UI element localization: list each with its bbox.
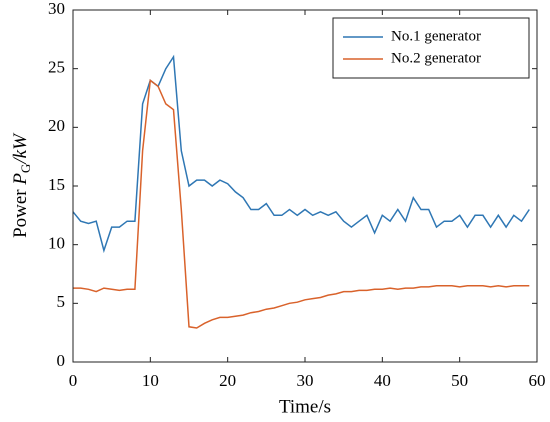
line-series [72,54,530,254]
x-tick-label: 20 [219,371,236,390]
y-label-symbol: P [10,173,31,186]
line-series [73,79,530,329]
y-tick-label: 20 [48,116,65,135]
y-tick-label: 5 [57,292,66,311]
y-label-unit: /kW [10,132,31,165]
x-axis-label: Time/s [279,396,331,417]
y-tick-label: 15 [48,175,65,194]
x-tick-label: 30 [297,371,314,390]
legend-label: No.1 generator [391,28,481,44]
y-axis-label: Power PG/kW [10,132,33,238]
legend-label: No.2 generator [391,50,481,66]
x-tick-label: 50 [451,371,468,390]
y-label-text: Power [10,185,31,238]
y-tick-label: 25 [48,58,65,77]
y-tick-label: 10 [48,234,65,253]
x-tick-label: 60 [529,371,546,390]
x-tick-label: 40 [374,371,391,390]
y-tick-label: 0 [57,351,66,370]
x-tick-label: 0 [69,371,78,390]
plot-frame [72,9,538,363]
legend-box [332,17,530,79]
x-tick-label: 10 [142,371,159,390]
y-tick-label: 30 [48,0,65,18]
y-label-subscript: G [18,164,33,173]
